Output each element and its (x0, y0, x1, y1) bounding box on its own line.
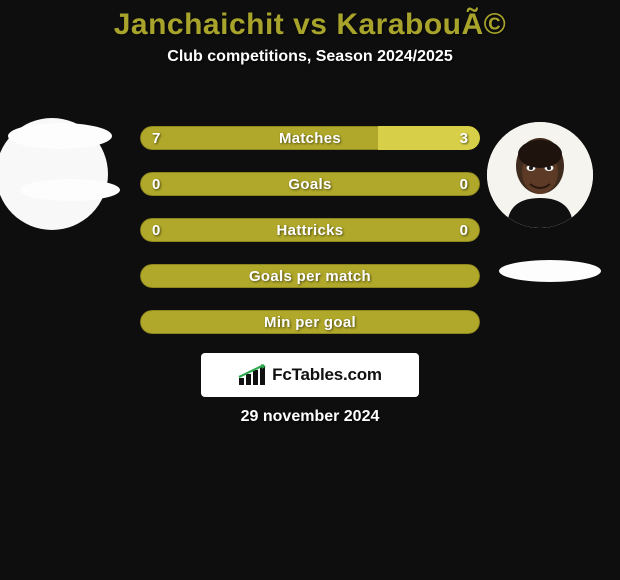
generation-date: 29 november 2024 (0, 408, 620, 426)
stat-bar: 00Hattricks (140, 218, 480, 242)
page-title-text: Janchaichit vs KarabouÃ© (114, 8, 507, 41)
page-title: Janchaichit vs KarabouÃ© (0, 0, 620, 42)
comparison-bars: 73Matches 00Goals 00Hattricks Goals per mat… (140, 126, 480, 356)
stat-bar: 73Matches (140, 126, 480, 150)
decorative-ellipse (499, 260, 601, 282)
stat-label: Matches (140, 126, 480, 150)
subtitle: Club competitions, Season 2024/2025 (0, 48, 620, 66)
date-text: 29 november 2024 (241, 408, 380, 425)
subtitle-text: Club competitions, Season 2024/2025 (167, 48, 452, 65)
stat-bar: Min per goal (140, 310, 480, 334)
decorative-ellipse (8, 123, 112, 149)
stat-bar: 00Goals (140, 172, 480, 196)
stat-label: Hattricks (140, 218, 480, 242)
player-right-portrait-icon (487, 122, 593, 228)
fctables-logo-icon (238, 364, 266, 386)
stat-bar: Goals per match (140, 264, 480, 288)
stat-label: Min per goal (140, 310, 480, 334)
stat-label: Goals per match (140, 264, 480, 288)
decorative-ellipse (20, 179, 120, 201)
player-right-avatar (487, 122, 593, 228)
stat-label: Goals (140, 172, 480, 196)
brand-text: FcTables.com (272, 365, 382, 385)
brand-badge[interactable]: FcTables.com (201, 353, 419, 397)
